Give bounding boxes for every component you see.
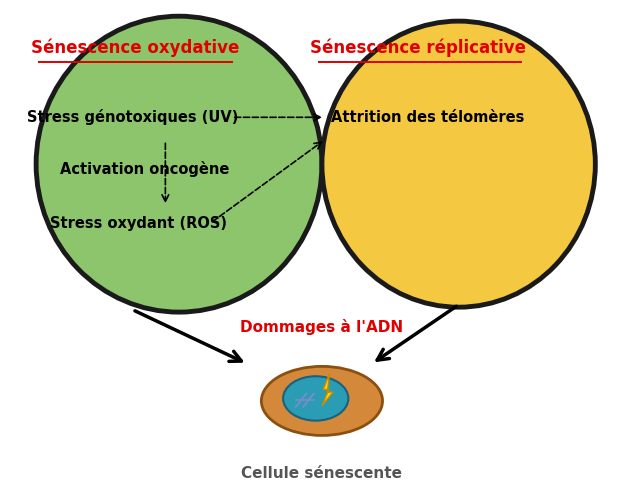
Text: Cellule sénescente: Cellule sénescente [242, 466, 403, 482]
Ellipse shape [322, 21, 595, 307]
Text: Dommages à l'ADN: Dommages à l'ADN [240, 319, 403, 335]
Text: Stress génotoxiques (UV): Stress génotoxiques (UV) [27, 109, 238, 125]
Ellipse shape [261, 367, 382, 435]
Text: Attrition des télomères: Attrition des télomères [331, 110, 524, 125]
Text: Activation oncogène: Activation oncogène [60, 161, 230, 177]
Ellipse shape [283, 376, 348, 421]
Text: Stress oxydant (ROS): Stress oxydant (ROS) [50, 216, 227, 231]
Polygon shape [322, 374, 333, 406]
Ellipse shape [36, 16, 322, 312]
Text: Sénescence réplicative: Sénescence réplicative [310, 39, 526, 58]
Text: Sénescence oxydative: Sénescence oxydative [31, 39, 240, 58]
